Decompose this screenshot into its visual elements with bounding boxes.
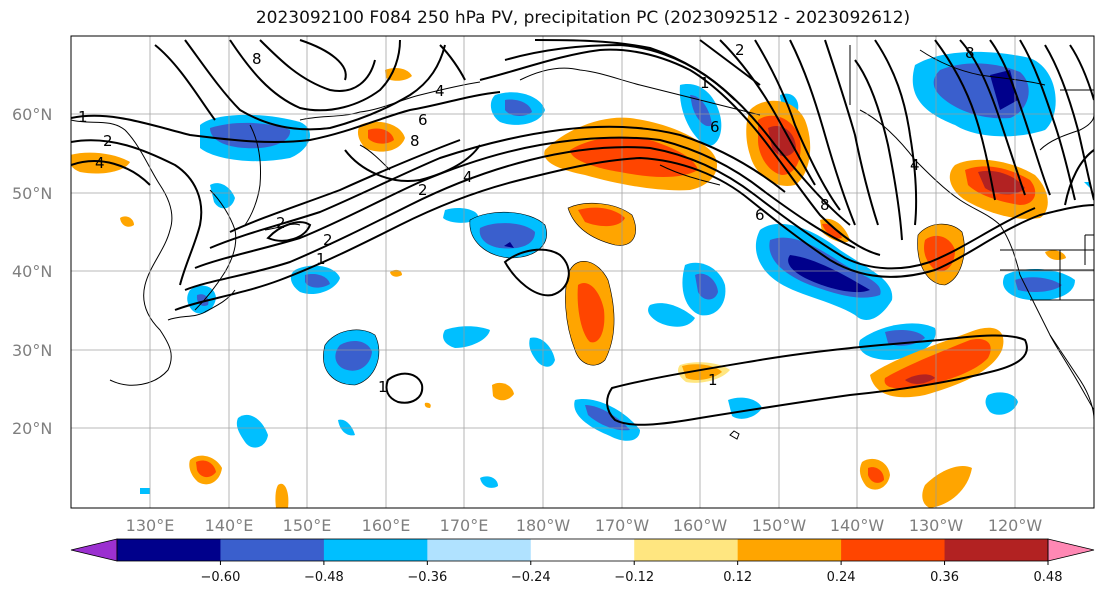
- lon-label: 120°W: [988, 516, 1043, 535]
- lat-label: 30°N: [12, 341, 52, 360]
- colorbar-swatch: [634, 539, 739, 561]
- lon-label: 170°W: [595, 516, 650, 535]
- contour-label: 6: [755, 206, 765, 224]
- lon-label: 150°E: [283, 516, 332, 535]
- colorbar-tick-label: 0.48: [1034, 570, 1063, 585]
- colorbar-swatch: [323, 539, 428, 561]
- contour-label: 1: [316, 250, 326, 268]
- colorbar-tick-label: −0.36: [407, 570, 447, 585]
- colorbar-tick-label: −0.12: [614, 570, 654, 585]
- map-title: 2023092100 F084 250 hPa PV, precipitatio…: [255, 8, 911, 28]
- colorbar-tick-label: 0.36: [930, 570, 959, 585]
- colorbar-swatch: [530, 539, 635, 561]
- contour-label: 4: [910, 156, 920, 174]
- contour-label: 6: [710, 118, 720, 136]
- contour-label-group: 1 2 4 8 6 8 4 2 1 2 4 6 8 1 1 2 4 6 8 2 …: [78, 41, 975, 396]
- colorbar-tick-label: 0.12: [723, 570, 752, 585]
- contour-label: 1: [378, 378, 388, 396]
- lon-label: 160°W: [673, 516, 728, 535]
- colorbar-tick-label: −0.48: [304, 570, 344, 585]
- contour-label: 2: [323, 231, 333, 249]
- lat-label: 20°N: [12, 419, 52, 438]
- lon-label: 130°E: [126, 516, 175, 535]
- contour-label: 1: [78, 108, 88, 126]
- colorbar-swatch: [220, 539, 325, 561]
- map-frame: [70, 35, 1095, 509]
- colorbar-swatch: [737, 539, 842, 561]
- contour-label: 2: [103, 132, 113, 150]
- colorbar-extend-max: [1047, 538, 1095, 562]
- contour-label: 1: [708, 371, 718, 389]
- positive-precip-anomalies: [71, 68, 1066, 508]
- lon-label: 140°W: [830, 516, 885, 535]
- graticule: [71, 36, 1094, 508]
- colorbar-swatch: [841, 539, 946, 561]
- lon-label: 180°W: [516, 516, 571, 535]
- contour-label: 4: [95, 154, 105, 172]
- contour-label: 8: [820, 196, 830, 214]
- lon-label: 160°E: [362, 516, 411, 535]
- lat-label: 50°N: [12, 184, 52, 203]
- colorbar-tick-label: 0.24: [827, 570, 856, 585]
- lon-label: 130°W: [909, 516, 964, 535]
- contour-label: 2: [735, 41, 745, 59]
- contour-label: 8: [965, 44, 975, 62]
- latitude-labels: 60°N 50°N 40°N 30°N 20°N: [12, 105, 52, 438]
- contour-label: 2: [276, 214, 286, 232]
- lat-label: 60°N: [12, 105, 52, 124]
- colorbar-tick-label: −0.60: [201, 570, 241, 585]
- pv-contours: [71, 39, 1094, 426]
- colorbar-border: [116, 538, 1049, 562]
- contour-label: 6: [418, 111, 428, 129]
- lon-label: 140°E: [205, 516, 254, 535]
- colorbar-tick-label: −0.24: [511, 570, 551, 585]
- contour-label: 4: [463, 168, 473, 186]
- contour-label: 1: [700, 74, 710, 92]
- negative-precip-anomalies: [140, 51, 1090, 494]
- longitude-labels: 130°E 140°E 150°E 160°E 170°E 180°W 170°…: [126, 516, 1043, 535]
- colorbar-extend-min: [70, 538, 118, 562]
- colorbar: −0.60 −0.48 −0.36 −0.24 −0.12 0.12 0.24 0.36 0.4…: [70, 538, 1095, 585]
- contour-label: 8: [410, 132, 420, 150]
- colorbar-swatch: [427, 539, 532, 561]
- contour-label: 4: [435, 82, 445, 100]
- lat-label: 40°N: [12, 262, 52, 281]
- contour-label: 2: [418, 181, 428, 199]
- contour-label: 8: [252, 50, 262, 68]
- colorbar-swatch: [944, 539, 1049, 561]
- lon-label: 170°E: [440, 516, 489, 535]
- lon-label: 150°W: [752, 516, 807, 535]
- colorbar-swatch: [117, 539, 221, 561]
